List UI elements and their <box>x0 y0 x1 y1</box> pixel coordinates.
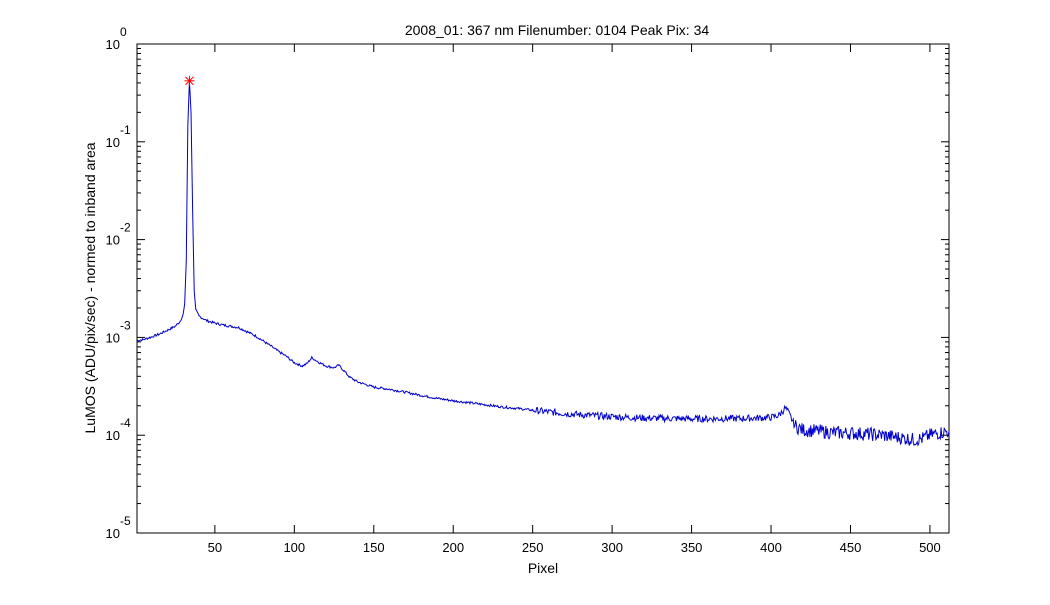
chart-title: 2008_01: 367 nm Filenumber: 0104 Peak Pi… <box>405 22 710 38</box>
y-tick-base: 10 <box>106 135 120 150</box>
series-group <box>136 80 950 447</box>
y-tick-exponent: 0 <box>120 25 127 39</box>
y-tick-base: 10 <box>106 233 120 248</box>
y-tick-base: 10 <box>106 428 120 443</box>
y-tick-base: 10 <box>106 330 120 345</box>
x-tick-label: 100 <box>283 540 305 555</box>
x-tick-label: 50 <box>208 540 222 555</box>
x-tick-label: 350 <box>681 540 703 555</box>
x-tick-label: 250 <box>522 540 544 555</box>
x-tick-label: 500 <box>919 540 941 555</box>
x-tick-label: 150 <box>363 540 385 555</box>
y-tick-exponent: -3 <box>120 318 131 332</box>
peak-marker <box>184 75 195 86</box>
peak-marker-stroke <box>185 76 194 86</box>
y-tick-exponent: -2 <box>120 221 131 235</box>
x-axis-label: Pixel <box>528 560 558 576</box>
peak-marker-group <box>184 75 195 86</box>
x-tick-label: 300 <box>601 540 623 555</box>
y-tick-exponent: -5 <box>120 514 131 528</box>
y-tick-base: 10 <box>106 37 120 52</box>
x-tick-label: 400 <box>760 540 782 555</box>
y-tick-exponent: -1 <box>120 123 131 137</box>
y-tick-base: 10 <box>106 526 120 541</box>
x-axis-ticks: 50 100 150 200 250 300 350 400 450 500 <box>208 44 941 555</box>
x-tick-label: 200 <box>442 540 464 555</box>
y-axis-label: LuMOS (ADU/pix/sec) - normed to inband a… <box>82 142 98 433</box>
series-line <box>136 80 950 447</box>
x-tick-label: 450 <box>840 540 862 555</box>
y-tick-exponent: -4 <box>120 416 131 430</box>
plot-frame <box>136 43 950 534</box>
